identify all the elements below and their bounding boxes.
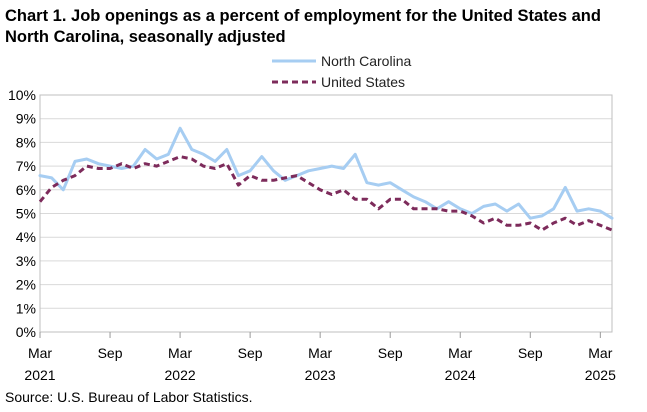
x-tick-label-8: Mar	[588, 345, 612, 361]
y-tick-label-9: 9%	[16, 111, 36, 127]
x-tick-year-8: 2025	[585, 367, 616, 383]
x-tick-label-0: Mar	[28, 345, 52, 361]
legend-label-united-states: United States	[321, 74, 405, 90]
x-tick-label-4: Mar	[308, 345, 332, 361]
x-tick-year-0: 2021	[24, 367, 55, 383]
y-tick-label-4: 4%	[16, 229, 36, 245]
x-tick-label-5: Sep	[378, 345, 403, 361]
legend-label-north-carolina: North Carolina	[321, 53, 411, 69]
series-line-north-carolina	[38, 126, 614, 220]
y-tick-label-1: 1%	[16, 300, 36, 316]
x-tick-label-7: Sep	[518, 345, 543, 361]
y-tick-label-0: 0%	[16, 324, 36, 340]
x-tick-year-2: 2022	[165, 367, 196, 383]
chart-title: Chart 1. Job openings as a percent of em…	[5, 7, 601, 46]
y-tick-label-6: 6%	[16, 182, 36, 198]
y-tick-label-3: 3%	[16, 253, 36, 269]
plot-frame	[39, 94, 613, 333]
series-line-united-states	[38, 155, 613, 232]
y-tick-label-10: 10%	[8, 87, 36, 103]
source-note: Source: U.S. Bureau of Labor Statistics.	[5, 389, 253, 405]
x-tick-year-6: 2024	[445, 367, 476, 383]
x-tick-label-3: Sep	[238, 345, 263, 361]
y-tick-label-5: 5%	[16, 206, 36, 222]
y-tick-label-7: 7%	[16, 158, 36, 174]
x-tick-label-1: Sep	[98, 345, 123, 361]
x-tick-label-2: Mar	[168, 345, 192, 361]
y-tick-label-2: 2%	[16, 277, 36, 293]
y-tick-label-8: 8%	[16, 134, 36, 150]
x-tick-year-4: 2023	[305, 367, 336, 383]
plot-area: 0% 1% 2% 3% 4% 5% 6% 7% 8% 9% 10% Mar 2021 Sep Mar 2022…	[8, 87, 616, 383]
legend: North Carolina United States	[272, 53, 411, 90]
x-tick-label-6: Mar	[448, 345, 472, 361]
